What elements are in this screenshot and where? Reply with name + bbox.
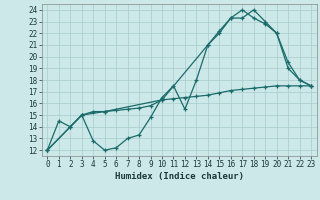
X-axis label: Humidex (Indice chaleur): Humidex (Indice chaleur) [115, 172, 244, 181]
